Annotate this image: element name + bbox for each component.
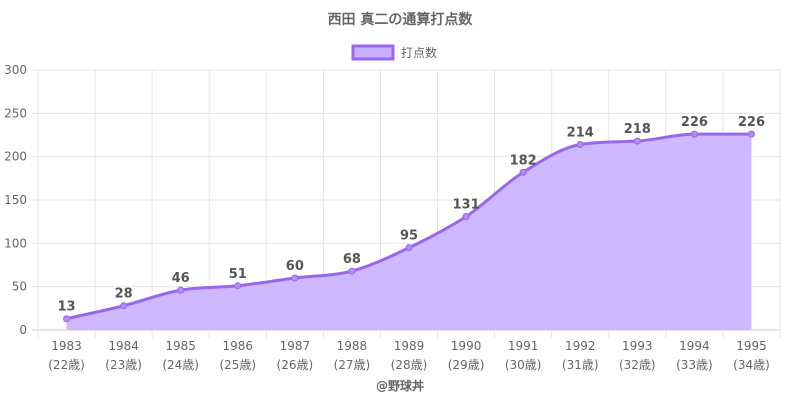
data-label: 218 [624,122,651,137]
x-tick-label: 1989 [394,339,425,353]
data-point [348,267,356,275]
legend-swatch [351,44,395,61]
x-tick-label: 1993 [622,339,653,353]
x-tick-label: 1995 [736,339,767,353]
data-point [576,141,584,149]
y-tick-label: 100 [4,236,27,250]
data-label: 68 [343,252,361,267]
data-point [291,274,299,282]
data-label: 46 [172,271,190,286]
x-tick-label: 1984 [108,339,139,353]
data-labels: 13 28 46 51 60 68 95 131 182 214 218 226 226 [57,115,765,315]
y-tick-label: 150 [4,193,27,207]
data-label: 28 [115,287,133,302]
x-tick-sublabel: (33歳) [676,358,713,372]
data-label: 182 [510,153,537,168]
x-tick-sublabel: (23歳) [105,358,142,372]
x-tick-sublabel: (25歳) [219,358,256,372]
y-tick-label: 300 [4,63,27,77]
data-label: 226 [738,115,765,130]
data-label: 60 [286,259,304,274]
chart-title: 西田 真二の通算打点数 [328,11,474,28]
series-points [63,130,755,323]
data-point [405,244,413,252]
x-tick-label: 1991 [508,339,539,353]
x-tick-label: 1986 [222,339,253,353]
x-tick-sublabel: (28歳) [391,358,428,372]
x-tick-label: 1987 [280,339,311,353]
data-point [462,212,470,220]
data-label: 95 [400,229,418,244]
x-axis: 1983 (22歳) 1984 (23歳) 1985 (24歳) 1986 (25歳) 1987… [48,339,770,372]
data-label: 131 [453,197,480,212]
x-tick-label: 1990 [451,339,482,353]
legend-label: 打点数 [401,45,437,60]
x-tick-label: 1988 [337,339,368,353]
legend[interactable]: 打点数 [351,44,437,61]
data-point [120,302,128,310]
x-tick-label: 1994 [679,339,710,353]
data-label: 214 [567,126,594,141]
data-point [519,168,527,176]
x-tick-label: 1985 [165,339,196,353]
data-point [690,130,698,138]
x-tick-sublabel: (30歳) [505,358,542,372]
x-tick-label: 1983 [51,339,82,353]
data-label: 51 [229,267,247,282]
x-tick-sublabel: (26歳) [277,358,314,372]
x-tick-sublabel: (34歳) [733,358,770,372]
x-tick-sublabel: (31歳) [562,358,599,372]
credit-text: @野球丼 [376,378,424,393]
data-point [177,286,185,294]
data-point [633,137,641,145]
data-label: 13 [57,300,75,315]
x-tick-sublabel: (32歳) [619,358,656,372]
data-point [747,130,755,138]
x-tick-label: 1992 [565,339,596,353]
x-tick-sublabel: (29歳) [448,358,485,372]
x-tick-sublabel: (24歳) [162,358,199,372]
y-axis: 0 50 100 150 200 250 300 [4,63,27,337]
x-tick-sublabel: (27歳) [334,358,371,372]
y-tick-label: 0 [19,323,27,337]
data-point [63,315,71,323]
y-tick-label: 250 [4,106,27,120]
x-tick-sublabel: (22歳) [48,358,85,372]
y-tick-label: 200 [4,150,27,164]
y-tick-label: 50 [12,280,27,294]
data-point [234,282,242,290]
data-label: 226 [681,115,708,130]
series-fill [66,134,752,330]
